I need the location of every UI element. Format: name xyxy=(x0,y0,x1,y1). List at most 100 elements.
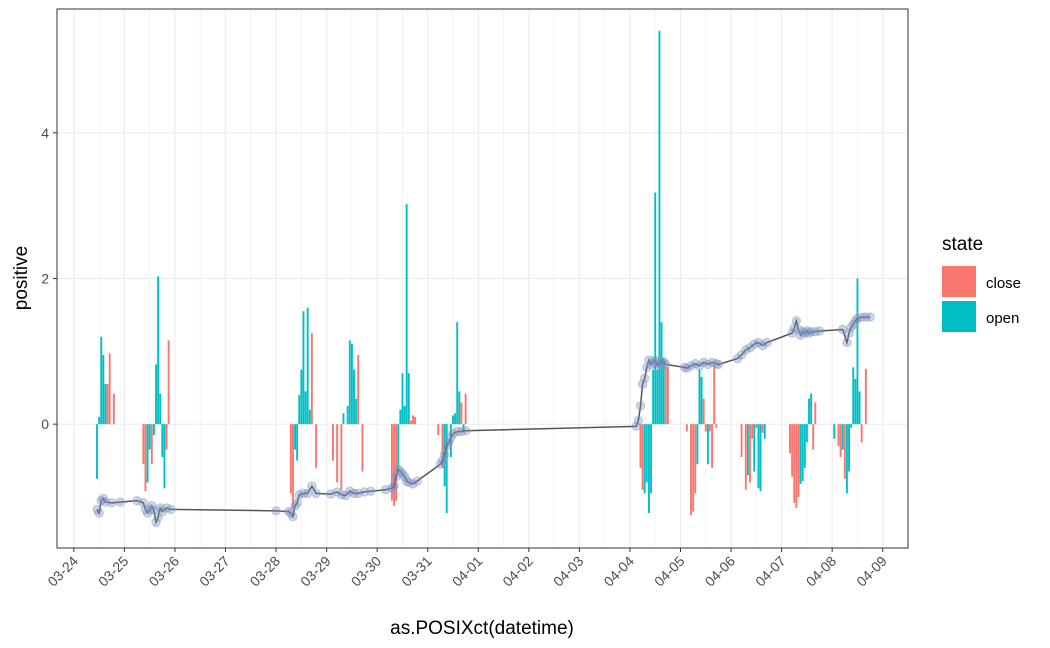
bar-open xyxy=(161,424,164,457)
bar-open xyxy=(810,393,813,425)
trend-point xyxy=(444,437,454,448)
x-tick-label: 04-01 xyxy=(449,553,486,590)
bar-close xyxy=(112,393,115,425)
bar-open xyxy=(700,376,703,425)
bar-open xyxy=(296,424,299,461)
bar-close xyxy=(702,398,705,425)
trend-point xyxy=(151,517,161,528)
bar-close xyxy=(150,424,153,465)
bar-close xyxy=(713,365,716,425)
bar-close xyxy=(860,424,863,443)
legend-key-close xyxy=(942,266,976,297)
x-tick-label: 03-30 xyxy=(348,553,385,590)
bar-open xyxy=(403,405,406,425)
trend-point xyxy=(633,415,644,426)
trend-point xyxy=(107,498,117,508)
bar-open xyxy=(98,416,101,425)
trend-point xyxy=(460,426,471,436)
trend-point xyxy=(762,337,772,348)
bar-open xyxy=(152,424,155,436)
bar-open xyxy=(155,364,157,425)
bar-open xyxy=(148,424,151,450)
bar-close xyxy=(331,424,334,461)
x-tick-label: 04-03 xyxy=(550,553,587,590)
bar-close xyxy=(460,402,463,425)
bar-open xyxy=(805,424,808,443)
bar-close xyxy=(106,384,109,425)
x-tick-label: 04-04 xyxy=(600,553,637,590)
bar-open xyxy=(452,415,454,425)
x-tick-label: 03-31 xyxy=(398,553,435,590)
bar-open xyxy=(294,424,296,450)
trend-point xyxy=(311,488,321,499)
trend-point xyxy=(147,501,157,511)
trend-point xyxy=(713,359,724,370)
bar-open xyxy=(753,424,756,472)
trend-point xyxy=(639,373,650,383)
x-tick-label: 04-08 xyxy=(803,553,840,590)
bar-open xyxy=(348,340,351,425)
bar-open xyxy=(346,405,349,425)
bar-close xyxy=(839,424,842,457)
bar-close xyxy=(340,424,343,490)
bar-close xyxy=(414,416,417,425)
bar-open xyxy=(353,369,355,425)
bar-close xyxy=(711,424,714,468)
bar-open xyxy=(658,30,661,425)
bar-close xyxy=(361,424,364,472)
bar-open xyxy=(300,369,303,425)
bar-close xyxy=(751,424,754,439)
bar-close xyxy=(142,424,145,465)
x-tick-label: 03-25 xyxy=(95,553,132,590)
trend-point xyxy=(389,481,399,491)
bar-open xyxy=(706,424,709,465)
bar-open xyxy=(157,276,160,425)
x-tick-label: 03-24 xyxy=(44,553,81,590)
bar-close xyxy=(749,424,751,483)
bar-open xyxy=(696,424,699,465)
bar-open xyxy=(102,354,105,425)
x-tick-label: 03-28 xyxy=(247,553,284,590)
bar-open xyxy=(104,384,107,425)
x-tick-label: 04-07 xyxy=(752,553,789,590)
legend-label-open: open xyxy=(986,310,1019,327)
bar-open xyxy=(355,398,358,425)
y-tick-label: 4 xyxy=(41,125,49,141)
line-layer xyxy=(92,312,875,528)
bar-open xyxy=(662,358,665,425)
trend-point xyxy=(288,511,298,522)
trend-point xyxy=(791,316,802,326)
y-tick-label: 0 xyxy=(41,416,49,432)
bar-close xyxy=(639,424,642,468)
y-tick-label: 2 xyxy=(41,271,49,287)
bar-close xyxy=(310,333,313,425)
trend-point xyxy=(635,401,646,411)
bar-close xyxy=(789,424,791,454)
bar-open xyxy=(350,344,353,425)
bar-close xyxy=(664,365,667,425)
bar-open xyxy=(660,322,663,425)
bar-open xyxy=(96,424,98,479)
trend-point xyxy=(814,326,825,336)
bar-open xyxy=(652,369,655,425)
bar-close xyxy=(715,424,718,428)
bar-close xyxy=(315,424,318,468)
bar-open xyxy=(799,424,802,484)
trend-point xyxy=(366,486,376,496)
bar-open xyxy=(848,424,850,472)
y-axis-title: positive xyxy=(11,246,32,310)
bar-open xyxy=(698,369,701,425)
bar-close xyxy=(814,402,817,425)
trend-point xyxy=(271,506,281,516)
bar-close xyxy=(793,424,796,503)
bar-close xyxy=(694,424,697,494)
bar-open xyxy=(656,369,659,425)
legend-label-close: close xyxy=(986,275,1021,292)
bar-open xyxy=(163,424,166,489)
bars-layer xyxy=(96,30,867,516)
legend-title: state xyxy=(942,234,983,255)
bar-close xyxy=(144,424,147,492)
bar-open xyxy=(302,311,305,425)
bar-open xyxy=(449,424,452,457)
bar-open xyxy=(454,413,457,425)
